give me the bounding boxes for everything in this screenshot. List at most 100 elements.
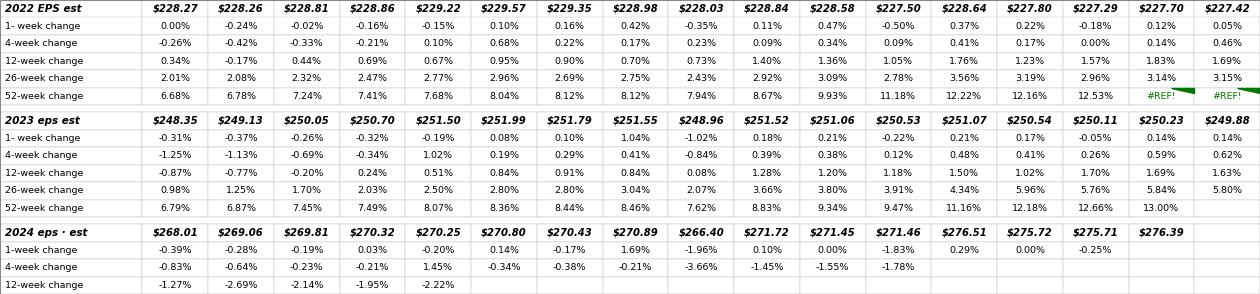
Bar (0, 105, 1260, 112)
Bar (931, 165, 997, 182)
Bar (1062, 165, 1129, 182)
Text: -0.32%: -0.32% (355, 134, 389, 143)
Bar (668, 18, 735, 35)
Bar (1129, 0, 1194, 18)
Bar (735, 259, 800, 276)
Bar (0, 35, 142, 53)
Bar (208, 53, 273, 70)
Text: -0.20%: -0.20% (290, 169, 324, 178)
Text: -0.69%: -0.69% (290, 151, 324, 160)
Bar (931, 70, 997, 88)
Text: 4-week change: 4-week change (5, 263, 77, 272)
Bar (1129, 129, 1194, 147)
Bar (931, 88, 997, 105)
Bar (997, 129, 1062, 147)
Text: $250.70: $250.70 (349, 116, 396, 126)
Text: 2.80%: 2.80% (489, 186, 519, 195)
Bar (537, 200, 602, 217)
Text: $251.99: $251.99 (481, 116, 527, 126)
Bar (668, 129, 735, 147)
Text: 4-week change: 4-week change (5, 39, 77, 48)
Bar (471, 276, 537, 294)
Bar (866, 70, 931, 88)
Text: 1.36%: 1.36% (818, 57, 848, 66)
Bar (0, 129, 142, 147)
Text: $228.98: $228.98 (612, 4, 658, 14)
Bar (537, 112, 602, 129)
Bar (471, 259, 537, 276)
Bar (800, 259, 866, 276)
Bar (668, 112, 735, 129)
Text: $251.50: $251.50 (416, 116, 461, 126)
Text: 9.47%: 9.47% (883, 204, 914, 213)
Bar (406, 182, 471, 200)
Bar (1129, 53, 1194, 70)
Bar (406, 35, 471, 53)
Bar (1062, 53, 1129, 70)
Text: 0.09%: 0.09% (752, 39, 782, 48)
Text: $251.55: $251.55 (612, 116, 658, 126)
Bar (866, 182, 931, 200)
Text: $227.42: $227.42 (1205, 4, 1250, 14)
Text: -0.21%: -0.21% (355, 39, 389, 48)
Text: 3.04%: 3.04% (620, 186, 650, 195)
Bar (0, 259, 142, 276)
Bar (537, 70, 602, 88)
Bar (142, 18, 208, 35)
Bar (931, 200, 997, 217)
Text: 12.18%: 12.18% (1012, 204, 1048, 213)
Text: $251.07: $251.07 (941, 116, 987, 126)
Text: 6.87%: 6.87% (226, 204, 256, 213)
Bar (1129, 200, 1194, 217)
Bar (668, 259, 735, 276)
Text: 2.96%: 2.96% (489, 74, 519, 83)
Bar (406, 88, 471, 105)
Text: -0.87%: -0.87% (159, 169, 192, 178)
Bar (142, 53, 208, 70)
Bar (735, 182, 800, 200)
Bar (1194, 0, 1260, 18)
Text: 1.25%: 1.25% (226, 186, 256, 195)
Text: 7.45%: 7.45% (292, 204, 321, 213)
Bar (602, 129, 668, 147)
Bar (471, 53, 537, 70)
Bar (931, 0, 997, 18)
Text: -1.96%: -1.96% (684, 246, 718, 255)
Bar (0, 217, 1260, 224)
Bar (1062, 224, 1129, 241)
Bar (800, 0, 866, 18)
Text: -1.13%: -1.13% (224, 151, 258, 160)
Bar (602, 276, 668, 294)
Text: -0.21%: -0.21% (355, 263, 389, 272)
Text: 1.02%: 1.02% (423, 151, 454, 160)
Text: 6.68%: 6.68% (160, 92, 190, 101)
Bar (406, 200, 471, 217)
Bar (1129, 18, 1194, 35)
Text: 26-week change: 26-week change (5, 74, 83, 83)
Bar (668, 165, 735, 182)
Text: $228.27: $228.27 (152, 4, 198, 14)
Text: 2.47%: 2.47% (358, 74, 388, 83)
Text: -0.17%: -0.17% (224, 57, 258, 66)
Bar (537, 35, 602, 53)
Bar (735, 200, 800, 217)
Bar (537, 165, 602, 182)
Text: $228.03: $228.03 (678, 4, 724, 14)
Text: $276.39: $276.39 (1139, 228, 1184, 238)
Text: -0.26%: -0.26% (159, 39, 192, 48)
Text: -0.28%: -0.28% (224, 246, 258, 255)
Text: $276.51: $276.51 (941, 228, 987, 238)
Text: 1.23%: 1.23% (1014, 57, 1045, 66)
Text: 26-week change: 26-week change (5, 186, 83, 195)
Bar (273, 0, 340, 18)
Text: 12-week change: 12-week change (5, 281, 83, 290)
Text: 3.80%: 3.80% (818, 186, 848, 195)
Text: 3.91%: 3.91% (883, 186, 914, 195)
Text: 0.09%: 0.09% (883, 39, 914, 48)
Text: $270.80: $270.80 (481, 228, 527, 238)
Bar (273, 165, 340, 182)
Bar (142, 35, 208, 53)
Text: $269.06: $269.06 (218, 228, 263, 238)
Text: 1.69%: 1.69% (620, 246, 650, 255)
Text: 12.53%: 12.53% (1077, 92, 1114, 101)
